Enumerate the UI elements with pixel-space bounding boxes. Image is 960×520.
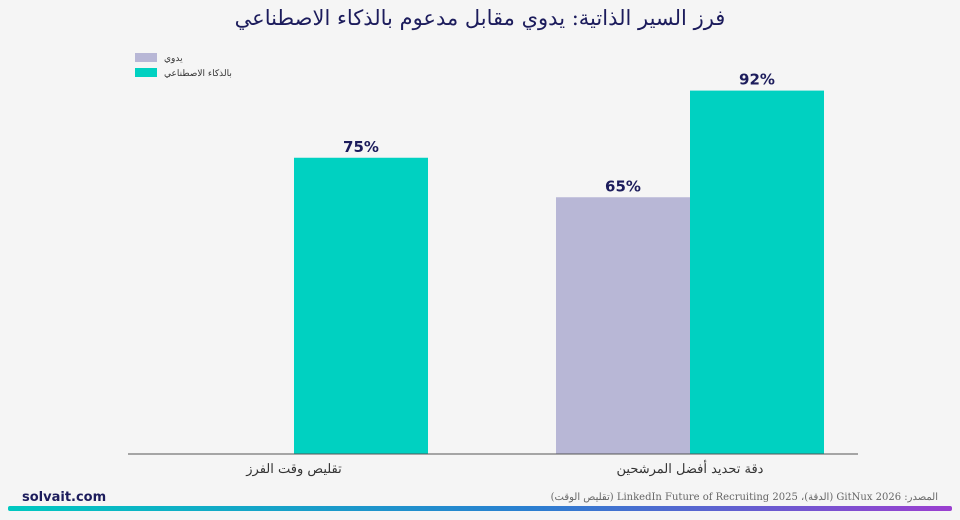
legend: يدوي بالذكاء الاصطناعي xyxy=(135,53,232,79)
legend-swatch-ai xyxy=(135,68,157,77)
value-label-ai-0: 92% xyxy=(739,71,775,89)
legend-label-manual: يدوي xyxy=(164,54,183,64)
chart-title: فرز السير الذاتية: يدوي مقابل مدعوم بالذ… xyxy=(234,6,726,30)
bar-ai-0 xyxy=(690,90,824,454)
legend-swatch-manual xyxy=(135,53,157,62)
legend-label-ai: بالذكاء الاصطناعي xyxy=(164,69,232,79)
value-label-ai-1: 75% xyxy=(343,138,379,156)
bar-manual-0 xyxy=(556,197,690,454)
bars xyxy=(294,90,824,454)
value-labels: 65% 92% 75% xyxy=(343,71,775,196)
footer-gradient-bar xyxy=(8,506,952,511)
category-label-1: تقليص وقت الفرز xyxy=(245,462,342,477)
bar-ai-1 xyxy=(294,157,428,454)
category-label-0: دقة تحديد أفضل المرشحين xyxy=(617,460,764,477)
category-labels: دقة تحديد أفضل المرشحين تقليص وقت الفرز xyxy=(245,460,763,477)
value-label-manual-0: 65% xyxy=(605,177,641,195)
brand-text: solvait.com xyxy=(22,490,107,505)
source-note: المصدر: GitNux 2026 (الدقة)، LinkedIn Fu… xyxy=(550,492,938,503)
